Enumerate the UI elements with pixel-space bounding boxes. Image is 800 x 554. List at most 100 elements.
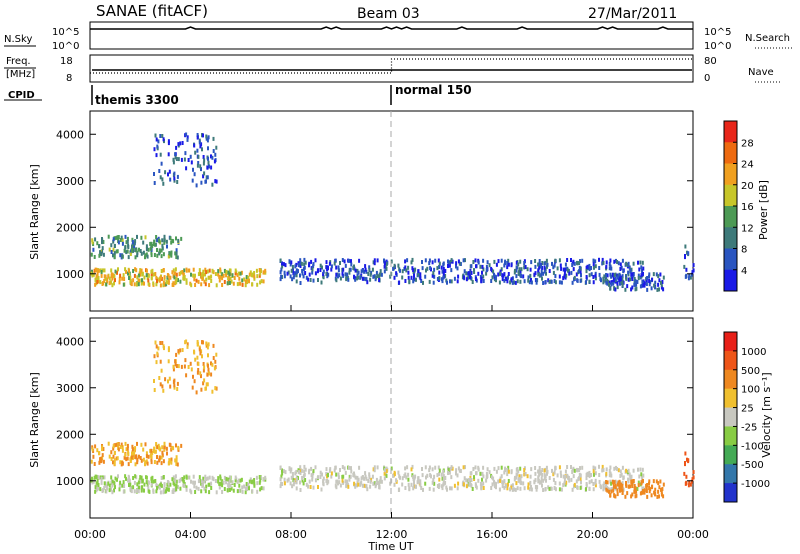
cpid-mode-normal: normal 150	[395, 83, 472, 97]
power-cell	[149, 246, 152, 251]
power-cell	[258, 273, 261, 278]
power-cell	[196, 148, 199, 153]
power-cell	[541, 276, 543, 281]
velocity-cell	[201, 354, 203, 359]
velocity-cell	[425, 475, 427, 480]
velocity-cell	[169, 443, 172, 448]
power-cell	[560, 280, 563, 285]
power-cell	[173, 171, 176, 176]
power-cell	[314, 258, 317, 263]
velocity-cell	[279, 484, 282, 489]
power-cell	[221, 276, 224, 281]
power-cell	[599, 276, 602, 281]
velocity-cell	[330, 474, 333, 479]
power-cell	[281, 261, 283, 266]
power-cell	[648, 274, 650, 279]
velocity-cell	[217, 479, 220, 484]
power-cell	[608, 280, 611, 285]
power-cell	[107, 234, 110, 239]
velocity-cell	[113, 451, 116, 455]
power-cell	[437, 258, 440, 263]
power-cell	[178, 272, 181, 276]
power-cell	[251, 282, 254, 287]
velocity-cell	[475, 471, 477, 476]
power-cell	[199, 271, 202, 276]
power-cell	[134, 255, 137, 260]
power-cell	[475, 264, 477, 269]
velocity-cell	[94, 489, 97, 494]
velocity-cell	[541, 468, 544, 472]
velocity-colorbar-label-1: 500	[741, 366, 760, 377]
power-cell	[122, 282, 125, 287]
power-cell	[364, 264, 367, 269]
velocity-cell	[127, 452, 130, 456]
power-cell	[588, 263, 591, 268]
power-cell	[407, 265, 410, 270]
power-cell	[160, 254, 163, 259]
power-cell	[203, 279, 206, 284]
velocity-cell	[507, 482, 509, 487]
velocity-cell	[193, 350, 196, 355]
power-cell	[319, 263, 322, 268]
velocity-cell	[299, 480, 301, 485]
power-cell	[327, 266, 329, 270]
power-cell	[325, 271, 328, 276]
power-cell	[258, 268, 261, 272]
power-cell	[129, 252, 132, 256]
velocity-cell	[687, 483, 690, 488]
power-cell	[615, 258, 617, 263]
velocity-cell	[634, 494, 637, 499]
velocity-cell	[530, 487, 533, 492]
power-cell	[503, 263, 506, 268]
power-cell	[305, 275, 308, 280]
velocity-colorbar-segment-7	[724, 464, 737, 484]
velocity-cell	[339, 468, 341, 472]
power-cell	[612, 272, 614, 277]
velocity-cell	[470, 478, 473, 482]
velocity-cell	[538, 468, 541, 473]
velocity-cell	[692, 475, 695, 480]
xtick-label-2: 08:00	[275, 528, 307, 541]
velocity-cell	[578, 468, 581, 472]
velocity-cell	[116, 442, 119, 447]
velocity-cell	[228, 475, 231, 480]
velocity-cell	[510, 485, 513, 490]
power-cell	[640, 265, 643, 270]
velocity-cell	[657, 489, 660, 494]
power-cell	[563, 274, 566, 279]
velocity-cell	[312, 469, 315, 474]
velocity-cell	[655, 479, 658, 484]
power-cell	[433, 274, 436, 279]
velocity-cell	[283, 481, 286, 486]
power-cell	[341, 271, 344, 276]
velocity-cell	[207, 342, 210, 347]
power-cell	[145, 268, 148, 273]
power-cell	[360, 269, 363, 274]
velocity-cell	[367, 479, 370, 483]
power-cell	[586, 264, 589, 269]
power-cell	[248, 279, 250, 284]
power-cell	[165, 239, 168, 244]
power-cell	[605, 264, 608, 269]
velocity-cell	[337, 481, 339, 486]
velocity-cell	[147, 454, 150, 459]
power-cell	[519, 270, 522, 274]
power-cell	[347, 277, 350, 282]
velocity-cell	[217, 476, 220, 481]
power-cell	[545, 258, 548, 263]
power-cell	[229, 276, 232, 281]
power-cell	[393, 263, 396, 268]
power-cell	[202, 174, 205, 179]
velocity-cell	[158, 455, 161, 460]
velocity-cell	[472, 467, 475, 471]
power-cell	[169, 275, 172, 280]
velocity-cell	[608, 469, 611, 473]
velocity-cell	[412, 475, 415, 480]
velocity-cell	[178, 479, 181, 483]
power-cell	[514, 268, 516, 273]
power-cell	[308, 263, 310, 268]
velocity-cell	[368, 472, 371, 477]
power-cell	[441, 279, 444, 284]
power-cell	[551, 261, 553, 266]
velocity-scatter	[90, 339, 695, 499]
